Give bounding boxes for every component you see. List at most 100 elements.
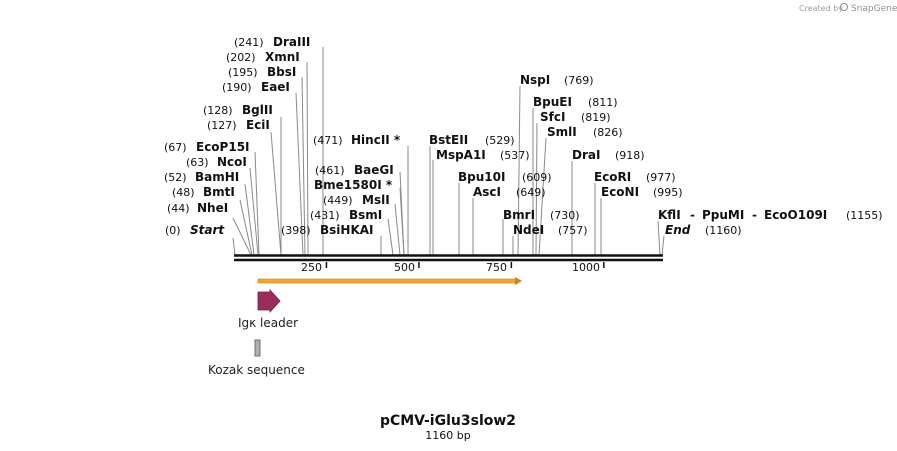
leader-ecop15i (254, 151, 260, 256)
site-ecii-name: EciI (246, 118, 270, 132)
site-bsteii-pos: (529) (485, 134, 515, 147)
site-ecoo109i-name: EcoO109I (764, 208, 827, 222)
site-bsihkai-pos: (398) (281, 224, 311, 237)
site-ncoi-name: NcoI (217, 155, 247, 169)
site-econi-pos: (995) (653, 186, 683, 199)
site-eaei-name: EaeI (261, 80, 290, 94)
leader-nspi (517, 85, 521, 256)
site-bpuei-pos: (811) (588, 96, 618, 109)
leader-xmni (306, 61, 309, 256)
leader-start (232, 237, 236, 256)
site-nspi-name: NspI (520, 73, 550, 87)
sequence-backbone (234, 254, 663, 262)
site-mspa1i-name: MspA1I (436, 148, 486, 162)
site-separator-2: - (752, 208, 757, 222)
leader-ecii (270, 131, 282, 256)
leader-eaei (295, 92, 304, 256)
leader-bsmi (387, 218, 394, 256)
site-bglii-name: BglII (242, 103, 273, 117)
site-draiii-name: DraIII (273, 35, 310, 49)
site-bpu10i-pos: (609) (522, 171, 552, 184)
site-asci-name: AscI (473, 185, 501, 199)
site-msli-pos: (449) (323, 194, 353, 207)
site-bsihkai-name: BsiHKAI (320, 223, 374, 237)
site-xmni-name: XmnI (265, 50, 300, 64)
site-hincii-name: HincII * (351, 133, 401, 147)
leader-baegi (399, 171, 405, 256)
leader-sfci (535, 122, 538, 256)
site-sfci-name: SfcI (540, 110, 565, 124)
feature-igk-leader[interactable] (257, 288, 281, 314)
site-bme1580i-name: Bme1580I * (314, 178, 393, 192)
tick-label-750: 750 (486, 261, 507, 274)
leader-lines (232, 47, 665, 256)
site-hincii-pos: (471) (313, 134, 343, 147)
site-bbsi-name: BbsI (267, 65, 296, 79)
site-bmri-name: BmrI (503, 208, 535, 222)
site-bsmi-pos: (431) (310, 209, 340, 222)
tick-label-250: 250 (301, 261, 322, 274)
site-xmni-pos: (202) (226, 51, 256, 64)
snapgene-logo-icon (840, 3, 848, 11)
tick-label-1000: 1000 (572, 261, 600, 274)
site-sfci-pos: (819) (581, 111, 611, 124)
site-separator-1: - (690, 208, 695, 222)
leader-bmti (239, 199, 253, 256)
feature-kozak-label: Kozak sequence (208, 363, 305, 377)
site-msli-name: MslI (362, 193, 390, 207)
site-bglii-pos: (128) (203, 104, 233, 117)
site-bpu10i-name: Bpu10I (458, 170, 505, 184)
site-asci-pos: (649) (516, 186, 546, 199)
site-nhei-name: NheI (197, 201, 228, 215)
leader-smli (538, 137, 547, 256)
site-labels: (0) Start (44) NheI (48) BmtI (52) BamHI… (164, 35, 883, 237)
site-nspi-pos: (769) (564, 74, 594, 87)
site-ndei-pos: (757) (558, 224, 588, 237)
site-ecii-pos: (127) (207, 119, 237, 132)
site-econi-name: EcoNI (601, 185, 639, 199)
plasmid-length: 1160 bp (425, 429, 470, 442)
site-kfli-name: KflI (658, 208, 681, 222)
site-smli-name: SmlI (547, 125, 577, 139)
plasmid-title: pCMV-iGlu3slow2 (380, 413, 516, 429)
site-drai-pos: (918) (615, 149, 645, 162)
site-bsteii-name: BstEII (429, 133, 468, 147)
site-baegi-pos: (461) (315, 164, 345, 177)
site-ecop15i-pos: (67) (164, 141, 187, 154)
feature-kozak-box[interactable] (254, 339, 261, 357)
tick-label-500: 500 (394, 261, 415, 274)
ruler-labels: 250 500 750 1000 (301, 261, 600, 274)
site-end-name: End (665, 223, 691, 237)
site-nhei-pos: (44) (167, 202, 190, 215)
ruler (325, 262, 605, 268)
feature-igk-leader-label: Igκ leader (238, 316, 298, 330)
site-eaei-pos: (190) (222, 81, 252, 94)
site-bamhi-name: BamHI (195, 170, 239, 184)
site-baegi-name: BaeGI (354, 163, 394, 177)
brand-text: SnapGene (851, 4, 897, 14)
site-ecori-pos: (977) (646, 171, 676, 184)
site-bmti-name: BmtI (203, 185, 235, 199)
site-start-name: Start (190, 223, 225, 237)
site-ncoi-pos: (63) (186, 156, 209, 169)
site-draiii-pos: (241) (234, 36, 264, 49)
site-bmti-pos: (48) (172, 186, 195, 199)
site-bbsi-pos: (195) (228, 66, 258, 79)
credit-text: Created by (799, 4, 843, 13)
site-bamhi-pos: (52) (164, 171, 187, 184)
site-bmri-pos: (730) (550, 209, 580, 222)
site-drai-name: DraI (572, 148, 600, 162)
leader-msli (394, 203, 401, 256)
site-smli-pos: (826) (593, 126, 623, 139)
site-end-pos: (1160) (705, 224, 742, 237)
site-ecoo109i-pos: (1155) (846, 209, 883, 222)
leader-nhei (232, 217, 252, 256)
leader-end (661, 235, 665, 256)
site-bpuei-name: BpuEI (533, 95, 572, 109)
site-start-pos: (0) (165, 224, 181, 237)
site-ecop15i-name: EcoP15I (196, 140, 250, 154)
site-ndei-name: NdeI (513, 223, 544, 237)
leader-kfli (657, 220, 661, 256)
orf-arrow[interactable] (257, 277, 522, 285)
